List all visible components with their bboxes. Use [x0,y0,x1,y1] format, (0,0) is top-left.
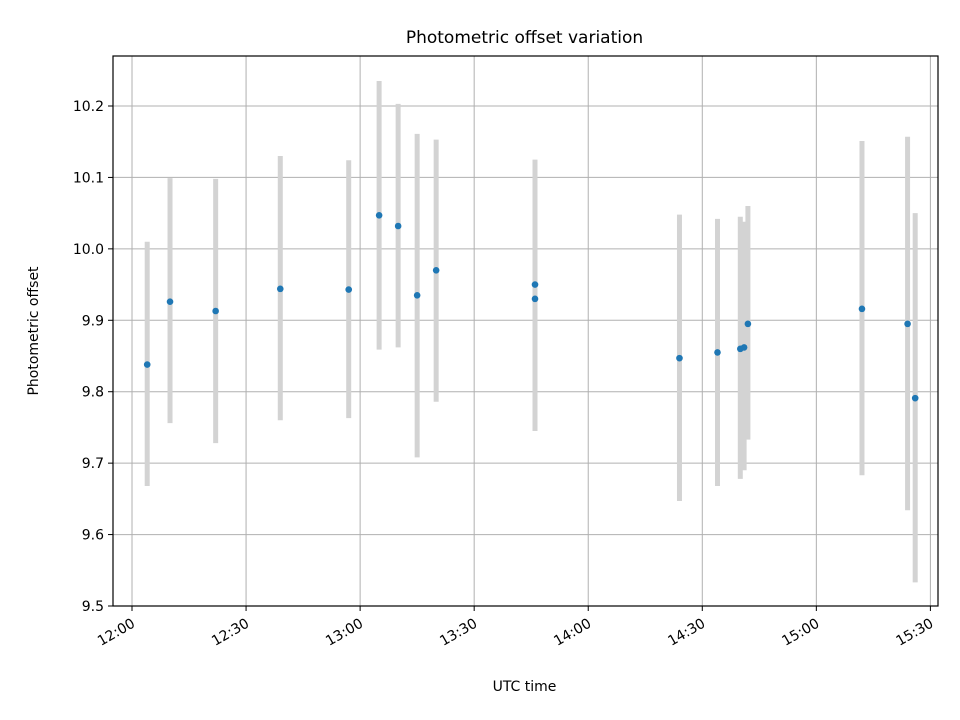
y-tick-label: 9.7 [82,456,104,472]
x-axis-title: UTC time [493,679,557,695]
y-tick-label: 9.9 [82,313,104,329]
data-point [375,211,383,219]
data-point [394,222,402,230]
plot-area-frame [112,55,939,607]
data-point [676,354,683,362]
y-tick-label: 9.8 [82,385,104,401]
data-point [911,394,919,402]
y-tick-label: 9.5 [82,599,104,615]
data-point [143,361,151,368]
y-axis-ticks: 9.5 9.6 9.7 9.8 9.9 10.0 10.1 10.2 [73,99,113,615]
data-point [276,285,284,293]
data-point [858,305,866,313]
data-point [531,281,539,288]
data-point [345,286,353,293]
data-point [212,307,219,315]
data-point [166,298,174,306]
data-point [413,291,421,299]
data-point [432,266,440,274]
chart-title: Photometric offset variation [406,28,643,48]
y-tick-label: 9.6 [82,528,104,544]
y-axis-title: Photometric offset [26,266,42,396]
data-points [143,211,919,402]
data-point [714,349,721,356]
y-tick-label: 10.0 [73,242,104,258]
data-point [744,320,752,328]
y-tick-label: 10.2 [73,99,104,115]
y-tick-label: 10.1 [73,170,104,186]
data-point [904,320,911,328]
data-point [740,344,748,351]
data-point [531,295,539,303]
